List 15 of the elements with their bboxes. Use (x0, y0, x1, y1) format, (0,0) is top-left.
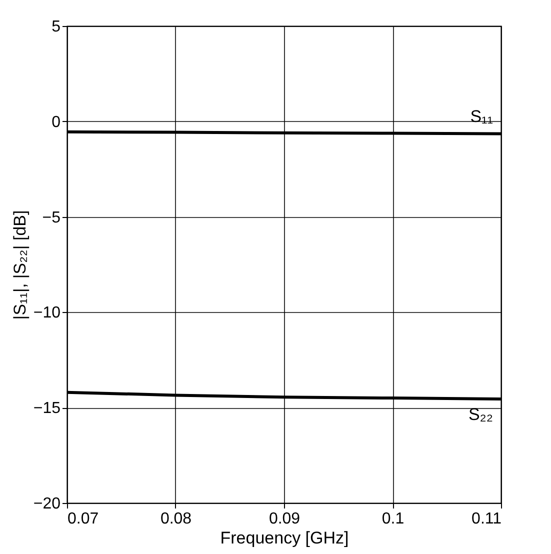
x-tick-label: 0.09 (268, 510, 300, 528)
y-tick-label: 0 (52, 114, 61, 131)
x-tick-label: 0.07 (68, 510, 99, 528)
y-tick-label: −15 (33, 400, 61, 418)
x-axis-title: Frequency [GHz] (220, 528, 349, 548)
y-axis-title: |S₁₁|, |S₂₂| [dB] (10, 210, 30, 320)
x-tick-label: 0.11 (472, 510, 502, 528)
y-tick-label: −5 (42, 209, 61, 226)
y-tick-label: 5 (52, 18, 61, 36)
y-tick-label: −10 (33, 304, 61, 322)
series-label: S₂₂ (468, 405, 493, 424)
x-tick-label: 0.08 (160, 510, 192, 528)
x-tick-label: 0.1 (382, 510, 404, 528)
series-label: S₁₁ (470, 106, 494, 126)
y-tick-label: −20 (33, 496, 61, 512)
